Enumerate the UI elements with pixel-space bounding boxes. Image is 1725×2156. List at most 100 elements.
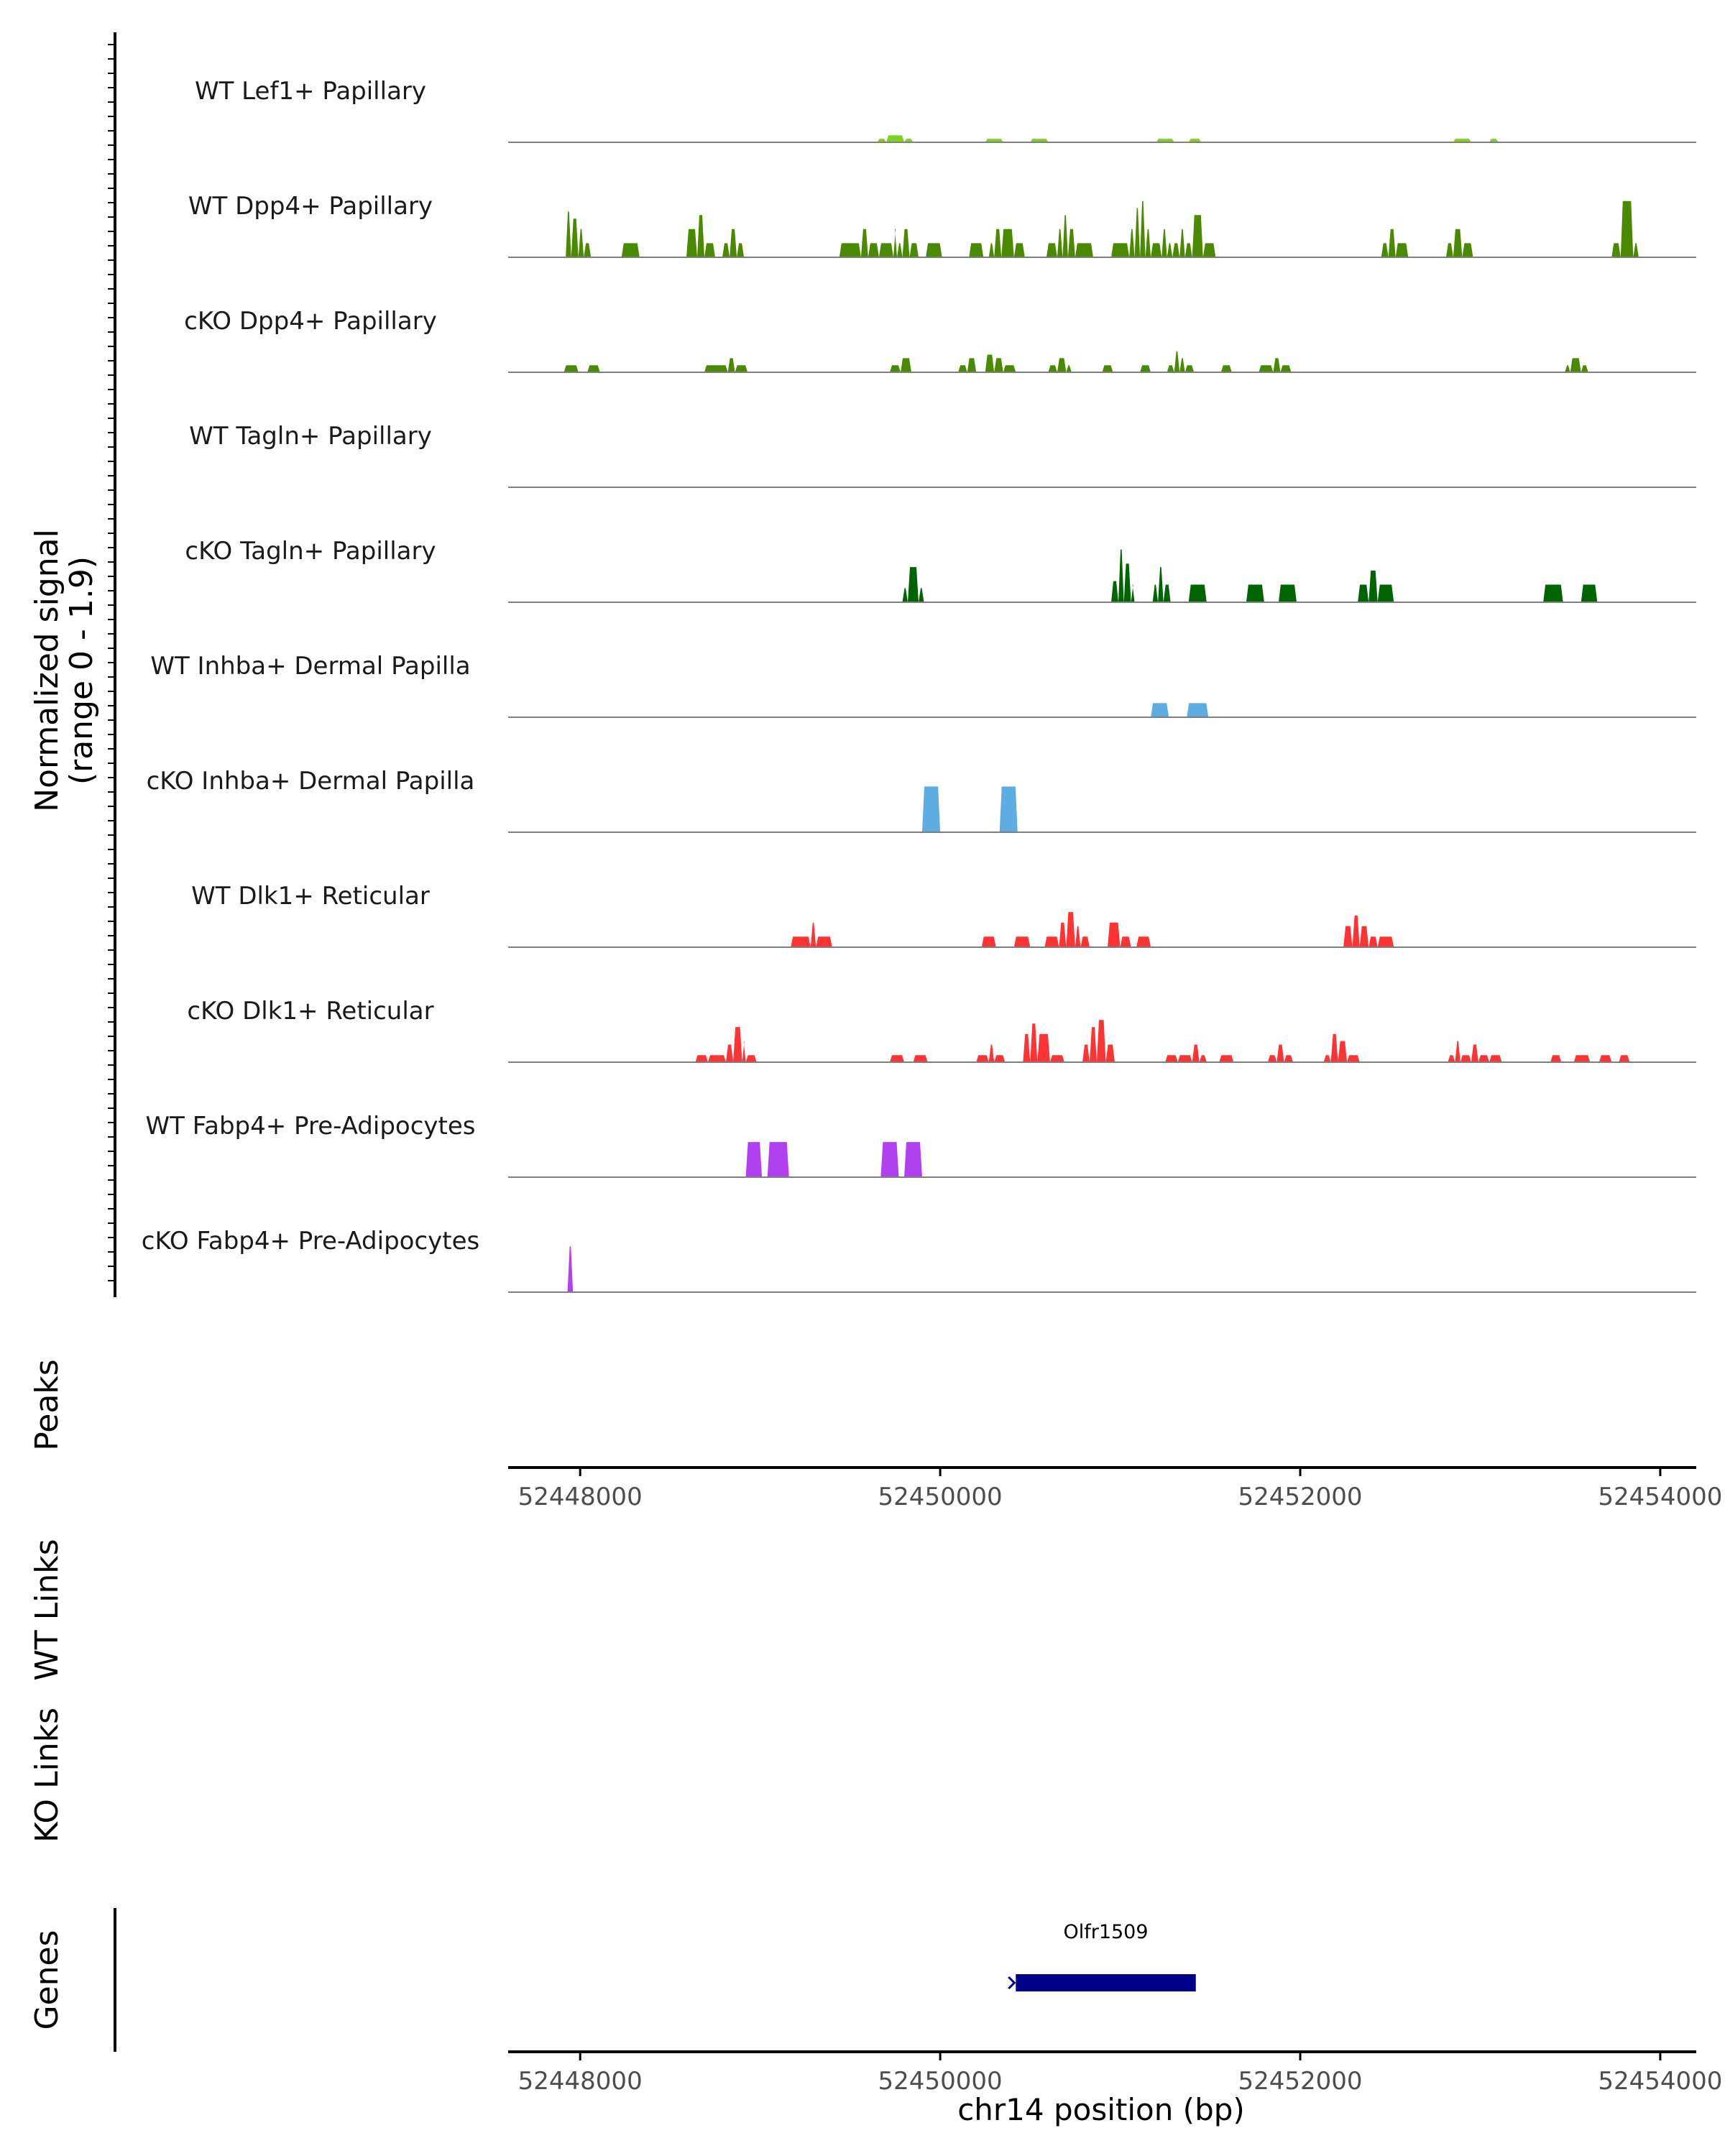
coverage-bin — [1013, 243, 1025, 257]
coverage-bin — [1179, 229, 1185, 257]
coverage-bin — [890, 365, 901, 372]
track-label: cKO Fabp4+ Pre-Adipocytes — [142, 1227, 480, 1256]
coverage-bin — [1347, 1055, 1360, 1062]
coverage-bin — [1633, 243, 1639, 257]
coverage-bin — [1145, 229, 1151, 257]
coverage-bin — [621, 243, 640, 257]
coverage-bin — [1030, 139, 1049, 142]
coverage-bin — [1570, 358, 1581, 372]
coverage-bin — [999, 786, 1018, 832]
coverage-bin — [1082, 1044, 1090, 1062]
coverage-bin — [1090, 1027, 1097, 1062]
coverage-bin — [1177, 1055, 1192, 1062]
x-tick-label: 52450000 — [878, 2067, 1003, 2096]
coverage-bin — [571, 218, 579, 257]
coverage-bin — [902, 588, 908, 602]
coverage-bin — [726, 1044, 734, 1062]
track-cko-fabp4-pre-adipocytes: cKO Fabp4+ Pre-Adipocytes — [142, 1227, 1696, 1293]
coverage-bin — [1330, 1033, 1338, 1062]
coverage-bin — [1259, 365, 1274, 372]
coverage-bin — [1152, 584, 1159, 602]
x-tick-label: 52448000 — [518, 1483, 643, 1511]
coverage-bin — [1080, 936, 1090, 947]
ko-links-panel-title: KO Links — [29, 1708, 65, 1843]
x-axis-title: chr14 position (bp) — [957, 2092, 1245, 2127]
coverage-bin — [1174, 351, 1180, 372]
coverage-y-axis — [108, 32, 116, 1297]
coverage-bin — [1120, 936, 1131, 947]
track-cko-inhba-dermal-papilla: cKO Inhba+ Dermal Papilla — [147, 767, 1696, 833]
coverage-bin — [695, 1055, 708, 1062]
coverage-bin — [708, 1055, 726, 1062]
coverage-bin — [1455, 1041, 1460, 1062]
coverage-bin — [722, 243, 730, 257]
coverage-y-axis-range: (range 0 - 1.9) — [63, 556, 100, 785]
coverage-bin — [1030, 1023, 1038, 1062]
coverage-bin — [816, 936, 832, 947]
coverage-bin — [584, 243, 592, 257]
gene-strand-arrow — [1008, 1976, 1016, 1990]
coverage-bin — [988, 1044, 995, 1062]
coverage-bin — [1352, 915, 1360, 947]
coverage-bin — [1462, 243, 1473, 257]
coverage-bin — [1620, 201, 1634, 257]
coverage-bin — [735, 365, 748, 372]
coverage-bin — [1111, 243, 1130, 257]
coverage-bin — [985, 354, 995, 372]
coverage-bin — [578, 229, 584, 257]
coverage-bin — [890, 1055, 904, 1062]
coverage-bin — [1108, 922, 1121, 947]
coverage-bin — [981, 936, 996, 947]
coverage-bin — [704, 243, 715, 257]
coverage-bin — [1323, 1055, 1331, 1062]
coverage-bin — [1284, 1055, 1293, 1062]
track-label: WT Inhba+ Dermal Papilla — [150, 652, 470, 681]
track-label: cKO Tagln+ Papillary — [185, 537, 436, 566]
coverage-bin — [1368, 936, 1378, 947]
coverage-bin — [1581, 365, 1588, 372]
coverage-bin — [1140, 201, 1146, 257]
coverage-bin — [1377, 584, 1394, 602]
coverage-bin — [1167, 365, 1174, 372]
coverage-bin — [1619, 1055, 1630, 1062]
coverage-bin — [1136, 936, 1151, 947]
coverage-bin — [730, 229, 737, 257]
coverage-bin — [880, 1142, 899, 1177]
coverage-bin — [976, 1055, 989, 1062]
track-label: WT Fabp4+ Pre-Adipocytes — [146, 1112, 476, 1141]
coverage-bin — [1192, 1044, 1200, 1062]
coverage-bin — [1162, 229, 1167, 257]
track-label: cKO Inhba+ Dermal Papilla — [147, 767, 475, 796]
coverage-bin — [1172, 243, 1180, 257]
coverage-bin — [1131, 584, 1135, 602]
coverage-bin — [1280, 365, 1292, 372]
x-tick-label: 52448000 — [518, 2067, 643, 2096]
coverage-bin — [1581, 584, 1598, 602]
coverage-bin — [922, 786, 941, 832]
coverage-bin — [737, 243, 745, 257]
coverage-bin — [913, 1055, 928, 1062]
coverage-bin — [1187, 703, 1209, 717]
coverage-bin — [1273, 358, 1281, 372]
coverage-bin — [1448, 1055, 1455, 1062]
coverage-bin — [742, 1041, 746, 1062]
coverage-bin — [1048, 365, 1057, 372]
coverage-bin — [1377, 936, 1394, 947]
coverage-bin — [901, 358, 911, 372]
coverage-bin — [733, 1027, 742, 1062]
coverage-bin — [1023, 1033, 1031, 1062]
coverage-bin — [1123, 563, 1131, 602]
coverage-bin — [985, 139, 1003, 142]
coverage-bin — [994, 229, 1002, 257]
coverage-bin — [1165, 1055, 1178, 1062]
track-label: WT Dpp4+ Papillary — [188, 192, 433, 221]
coverage-bin — [1202, 243, 1216, 257]
coverage-bin — [1184, 365, 1195, 372]
coverage-bin — [886, 135, 904, 142]
gene-label: Olfr1509 — [1063, 1921, 1148, 1943]
coverage-bin — [1111, 581, 1118, 602]
coverage-bin — [1381, 243, 1389, 257]
coverage-bin — [1598, 1055, 1612, 1062]
track-wt-fabp4-pre-adipocytes: WT Fabp4+ Pre-Adipocytes — [146, 1112, 1696, 1178]
coverage-bin — [1057, 358, 1067, 372]
